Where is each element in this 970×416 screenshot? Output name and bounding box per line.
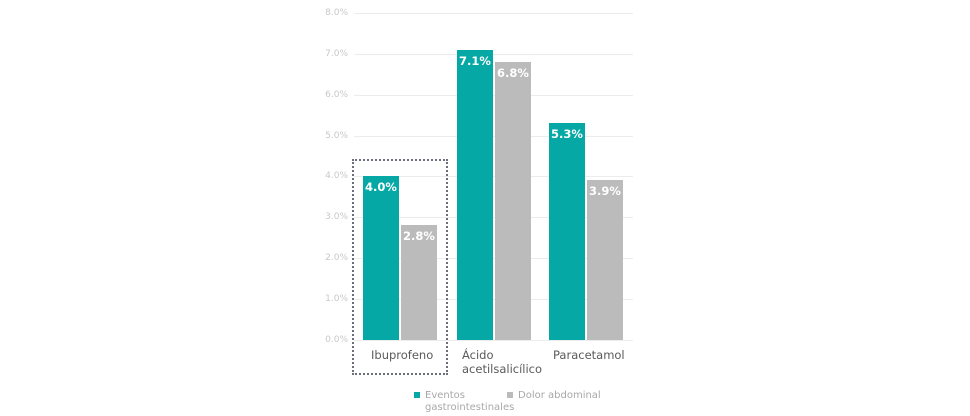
gridline xyxy=(354,340,633,341)
legend-item: Eventos gastrointestinales xyxy=(414,390,514,414)
y-tick-label: 5.0% xyxy=(325,130,348,141)
category-label: Ácido acetilsalicílico xyxy=(462,348,543,376)
y-tick-label: 2.0% xyxy=(325,253,348,264)
y-tick-label: 1.0% xyxy=(325,294,348,305)
gridline xyxy=(354,95,633,96)
bar-value-label: 6.8% xyxy=(497,65,529,80)
y-tick-label: 6.0% xyxy=(325,89,348,100)
bar-eventos-2: 5.3% xyxy=(549,123,585,340)
category-label: Paracetamol xyxy=(553,348,625,362)
gridline xyxy=(354,217,633,218)
gridline xyxy=(354,299,633,300)
bar-value-label: 5.3% xyxy=(551,127,583,142)
gridline xyxy=(354,258,633,259)
legend-swatch xyxy=(414,392,420,398)
bar-eventos-0: 4.0% xyxy=(363,176,399,340)
bar-eventos-1: 7.1% xyxy=(457,49,493,340)
bar-value-label: 2.8% xyxy=(403,229,435,244)
gridline xyxy=(354,54,633,55)
legend-swatch xyxy=(507,392,513,398)
bar-value-label: 4.0% xyxy=(365,180,397,195)
y-tick-label: 3.0% xyxy=(325,212,348,223)
bar-value-label: 7.1% xyxy=(459,53,491,68)
highlight-box-ibuprofeno xyxy=(352,159,448,375)
legend-item: Dolor abdominal xyxy=(507,390,601,402)
y-tick-label: 4.0% xyxy=(325,171,348,182)
gridline xyxy=(354,136,633,137)
category-label: Ibuprofeno xyxy=(371,348,434,362)
gridline xyxy=(354,176,633,177)
y-tick-label: 7.0% xyxy=(325,48,348,59)
y-tick-label: 0.0% xyxy=(325,335,348,345)
gridline xyxy=(354,13,633,14)
bar-dolor-0: 2.8% xyxy=(401,225,437,340)
bar-dolor-1: 6.8% xyxy=(495,61,531,340)
bar-value-label: 3.9% xyxy=(589,184,621,199)
y-tick-label: 8.0% xyxy=(325,7,348,18)
bar-dolor-2: 3.9% xyxy=(587,180,623,340)
